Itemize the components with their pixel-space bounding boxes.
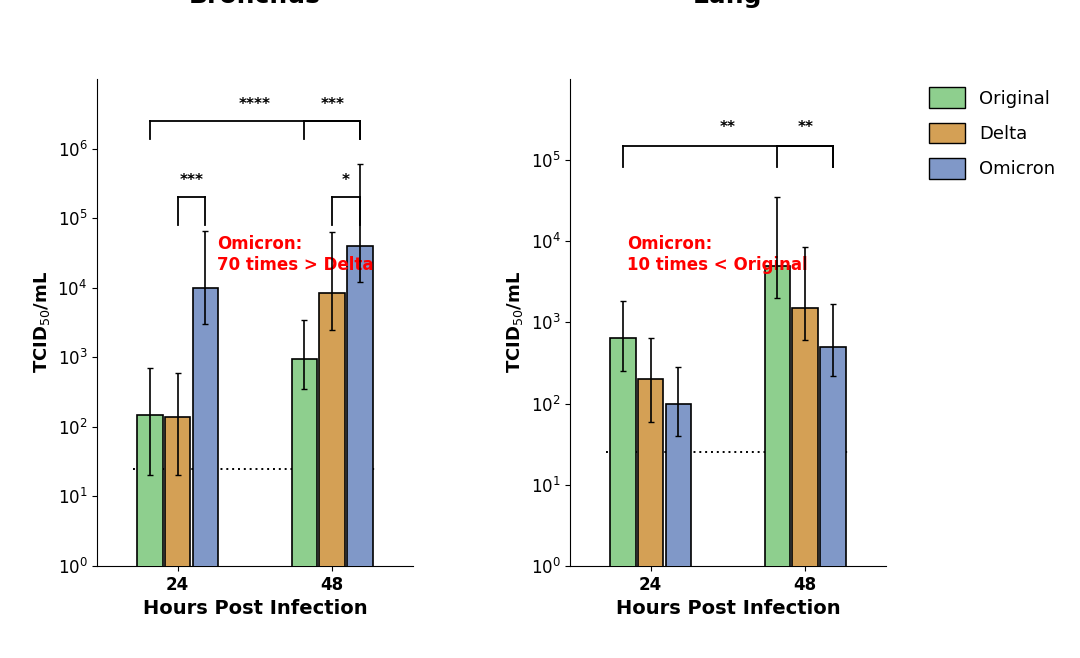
Bar: [292, 359, 318, 658]
Legend: Original, Delta, Omicron: Original, Delta, Omicron: [920, 78, 1065, 188]
Bar: [165, 417, 190, 658]
Text: **: **: [720, 120, 735, 136]
Text: ***: ***: [179, 173, 203, 188]
Text: Omicron:
10 times < Original: Omicron: 10 times < Original: [627, 235, 808, 274]
Text: Omicron:
70 times > Delta: Omicron: 70 times > Delta: [217, 235, 374, 274]
Bar: [820, 347, 846, 658]
Bar: [638, 379, 663, 658]
Bar: [665, 403, 691, 658]
X-axis label: Hours Post Infection: Hours Post Infection: [143, 599, 367, 618]
Text: ***: ***: [320, 97, 345, 112]
Title: Lung: Lung: [693, 0, 762, 8]
Title: Bronchus: Bronchus: [189, 0, 321, 8]
Text: *: *: [342, 173, 350, 188]
X-axis label: Hours Post Infection: Hours Post Infection: [616, 599, 840, 618]
Text: **: **: [797, 120, 813, 136]
Bar: [137, 415, 163, 658]
Text: ****: ****: [239, 97, 271, 112]
Bar: [610, 338, 636, 658]
Bar: [793, 308, 818, 658]
Bar: [320, 293, 345, 658]
Bar: [347, 245, 373, 658]
Bar: [765, 266, 791, 658]
Y-axis label: TCID$_{50}$/mL: TCID$_{50}$/mL: [505, 271, 525, 374]
Y-axis label: TCID$_{50}$/mL: TCID$_{50}$/mL: [32, 271, 52, 374]
Bar: [192, 288, 218, 658]
